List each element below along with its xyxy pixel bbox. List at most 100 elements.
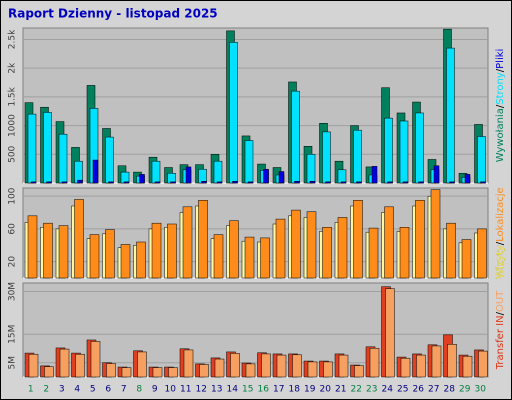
- legend: Wywołania/Strony/Pliki: [495, 49, 506, 163]
- bar: [43, 112, 52, 184]
- legend-entry: Strony: [495, 72, 506, 105]
- bar: [245, 363, 256, 378]
- bar: [449, 181, 455, 184]
- bar: [399, 227, 410, 279]
- bar: [59, 348, 70, 378]
- bar: [306, 154, 316, 184]
- bar: [75, 353, 85, 378]
- x-tick-label: 26: [413, 385, 425, 395]
- bar: [216, 181, 223, 184]
- bar: [276, 354, 287, 378]
- legend-entry: OUT: [495, 290, 506, 312]
- legend-title: Transfer: [495, 328, 506, 370]
- legend-entry: IN: [495, 315, 506, 325]
- bar: [77, 179, 83, 184]
- bar: [232, 181, 238, 184]
- bar: [477, 228, 487, 279]
- y-tick-label: 15M: [8, 325, 18, 344]
- bar: [353, 200, 363, 279]
- bar: [368, 227, 379, 279]
- y-tick-label: 1000: [8, 114, 18, 137]
- bar: [61, 181, 68, 184]
- legend-separator: /: [495, 104, 506, 108]
- bar: [462, 355, 473, 378]
- bar: [446, 47, 455, 184]
- bar: [292, 354, 302, 378]
- x-tick-label: 13: [211, 385, 222, 395]
- bar: [431, 345, 442, 378]
- bar: [244, 140, 254, 184]
- bar: [275, 218, 286, 279]
- legend: Transfer IN/OUT: [495, 290, 506, 370]
- bar: [167, 172, 176, 184]
- legend-entry: Wywołania: [495, 108, 506, 162]
- bar: [325, 181, 331, 184]
- bar: [340, 181, 347, 184]
- bar: [168, 367, 178, 378]
- bar: [399, 120, 409, 184]
- bar: [105, 136, 114, 184]
- bar: [229, 220, 239, 279]
- bar: [337, 169, 347, 184]
- bar: [151, 222, 162, 279]
- bar: [387, 181, 393, 184]
- bar: [105, 229, 115, 279]
- bar: [120, 244, 131, 279]
- bar: [230, 353, 240, 378]
- x-tick-label: 20: [320, 385, 332, 395]
- bar: [74, 160, 83, 184]
- chart-title: Raport Dzienny - listopad 2025: [8, 7, 218, 21]
- bar: [480, 181, 486, 184]
- bar: [384, 206, 394, 279]
- bar: [447, 343, 457, 378]
- bar: [307, 361, 318, 378]
- bar: [402, 181, 409, 184]
- legend-entry: Lokalizacje: [495, 187, 506, 242]
- bar: [170, 181, 176, 184]
- bar: [415, 112, 424, 184]
- x-tick-label: 14: [227, 385, 239, 395]
- x-tick-label: 11: [180, 385, 191, 395]
- bar: [306, 211, 317, 279]
- y-tick-label: 20: [8, 256, 18, 268]
- bar: [261, 353, 271, 378]
- panel: [22, 187, 489, 279]
- bar: [183, 349, 194, 378]
- x-tick-label: 4: [74, 385, 80, 395]
- bar: [154, 181, 161, 184]
- bar: [369, 347, 380, 378]
- bar: [152, 367, 163, 378]
- bar: [384, 117, 393, 184]
- y-tick-label: 5M: [8, 356, 18, 370]
- x-tick-label: 8: [136, 385, 142, 395]
- y-tick-label: 2k: [8, 62, 18, 74]
- bar: [201, 181, 207, 184]
- bar: [477, 136, 486, 184]
- y-tick-label: 60: [8, 223, 18, 235]
- legend-separator: /: [495, 68, 506, 72]
- y-tick-label: 500: [8, 145, 18, 162]
- bar: [58, 225, 69, 279]
- bar: [90, 341, 101, 378]
- bar: [28, 353, 39, 378]
- x-tick-label: 22: [351, 385, 362, 395]
- panel: [22, 282, 489, 378]
- bar: [106, 363, 116, 378]
- bar: [123, 181, 130, 184]
- bar: [46, 181, 52, 184]
- bar: [291, 90, 300, 184]
- bar: [430, 189, 441, 279]
- bar: [247, 181, 254, 184]
- bar: [433, 165, 440, 184]
- y-tick-label: 30M: [8, 282, 18, 301]
- bar: [461, 239, 472, 279]
- bar: [74, 199, 84, 279]
- bar: [278, 171, 285, 184]
- legend-entry: Pliki: [495, 49, 506, 69]
- panel: [22, 27, 489, 184]
- y-tick-label: 2.5k: [8, 29, 18, 49]
- legend-separator: /: [495, 311, 506, 315]
- x-tick-label: 25: [397, 385, 408, 395]
- bar: [400, 357, 411, 378]
